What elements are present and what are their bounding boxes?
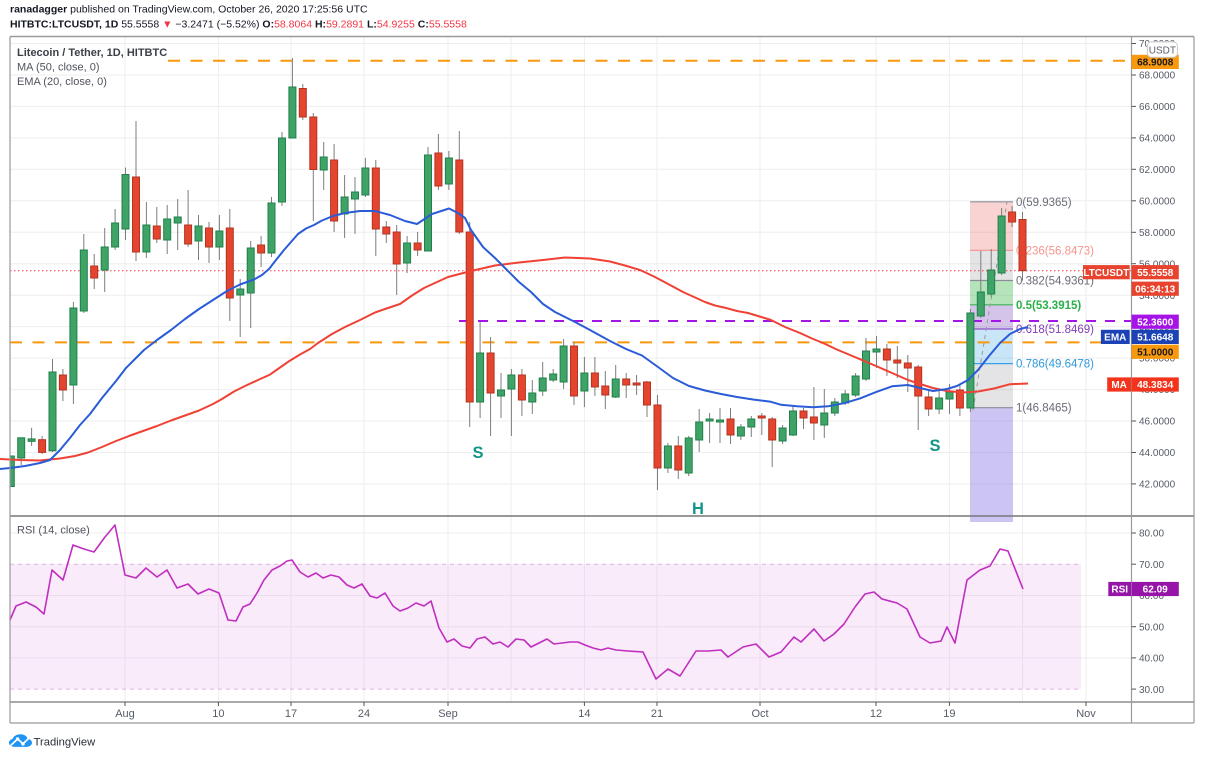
svg-text:LTCUSDT: LTCUSDT [1083, 268, 1129, 279]
svg-text:40.00: 40.00 [1139, 654, 1164, 665]
svg-text:0.382(54.9361): 0.382(54.9361) [1016, 276, 1094, 288]
svg-text:19: 19 [943, 708, 955, 720]
svg-text:62.09: 62.09 [1143, 585, 1168, 596]
svg-text:0.786(49.6478): 0.786(49.6478) [1016, 359, 1094, 371]
svg-text:68.0000: 68.0000 [1139, 71, 1176, 82]
svg-text:54.0000: 54.0000 [1139, 291, 1176, 302]
svg-text:12: 12 [870, 708, 882, 720]
svg-text:Nov: Nov [1076, 708, 1096, 720]
svg-text:60.00: 60.00 [1139, 591, 1164, 602]
svg-text:50.00: 50.00 [1139, 622, 1164, 633]
svg-text:Litecoin / Tether, 1D, HITBTC: Litecoin / Tether, 1D, HITBTC [17, 47, 167, 59]
svg-text:62.0000: 62.0000 [1139, 165, 1176, 176]
svg-text:52.3600: 52.3600 [1137, 317, 1174, 328]
svg-text:ranadagger published on Tradin: ranadagger published on TradingView.com,… [10, 4, 368, 16]
svg-text:0.618(51.8469): 0.618(51.8469) [1016, 324, 1094, 336]
svg-text:17: 17 [285, 708, 297, 720]
svg-text:S: S [929, 437, 940, 455]
svg-text:S: S [472, 444, 483, 462]
svg-text:0.5(53.3915): 0.5(53.3915) [1016, 300, 1081, 312]
svg-text:Aug: Aug [115, 708, 135, 720]
svg-text:06:34:13: 06:34:13 [1135, 284, 1175, 295]
svg-text:66.0000: 66.0000 [1139, 102, 1176, 113]
svg-text:80.00: 80.00 [1139, 529, 1164, 540]
svg-text:EMA (20, close, 0): EMA (20, close, 0) [17, 76, 107, 88]
svg-text:60.0000: 60.0000 [1139, 196, 1176, 207]
svg-text:1(46.8465): 1(46.8465) [1016, 403, 1072, 415]
svg-text:42.0000: 42.0000 [1139, 480, 1176, 491]
svg-text:21: 21 [651, 708, 663, 720]
svg-text:RSI: RSI [1111, 585, 1128, 596]
svg-text:Sep: Sep [438, 708, 458, 720]
svg-text:MA (50, close, 0): MA (50, close, 0) [17, 62, 100, 74]
svg-text:68.9008: 68.9008 [1137, 58, 1174, 69]
svg-text:70.00: 70.00 [1139, 560, 1164, 571]
svg-text:50.0000: 50.0000 [1139, 354, 1176, 365]
svg-text:HITBTC:LTCUSDT, 1D 55.5558 ▼: HITBTC:LTCUSDT, 1D 55.5558 ▼ −3.2471 (−5… [10, 19, 467, 31]
svg-text:USDT: USDT [1149, 45, 1176, 56]
svg-text:Oct: Oct [751, 708, 768, 720]
svg-text:RSI (14, close): RSI (14, close) [17, 525, 90, 537]
svg-text:30.00: 30.00 [1139, 685, 1164, 696]
svg-text:56.0000: 56.0000 [1139, 259, 1176, 270]
svg-text:58.0000: 58.0000 [1139, 228, 1176, 239]
svg-text:51.0000: 51.0000 [1137, 347, 1174, 358]
svg-text:44.0000: 44.0000 [1139, 448, 1176, 459]
svg-text:0(59.9365): 0(59.9365) [1016, 197, 1072, 209]
svg-text:14: 14 [578, 708, 590, 720]
svg-text:64.0000: 64.0000 [1139, 134, 1176, 145]
svg-text:EMA: EMA [1104, 333, 1126, 344]
svg-text:24: 24 [358, 708, 370, 720]
svg-text:H: H [692, 500, 704, 518]
svg-text:0.236(56.8473): 0.236(56.8473) [1016, 245, 1094, 257]
svg-text:46.0000: 46.0000 [1139, 417, 1176, 428]
svg-text:10: 10 [212, 708, 224, 720]
svg-text:51.6648: 51.6648 [1137, 333, 1174, 344]
svg-text:48.3834: 48.3834 [1137, 380, 1174, 391]
svg-text:55.5558: 55.5558 [1137, 268, 1174, 279]
svg-text:MA: MA [1111, 380, 1127, 391]
svg-text:TradingView: TradingView [34, 737, 96, 749]
